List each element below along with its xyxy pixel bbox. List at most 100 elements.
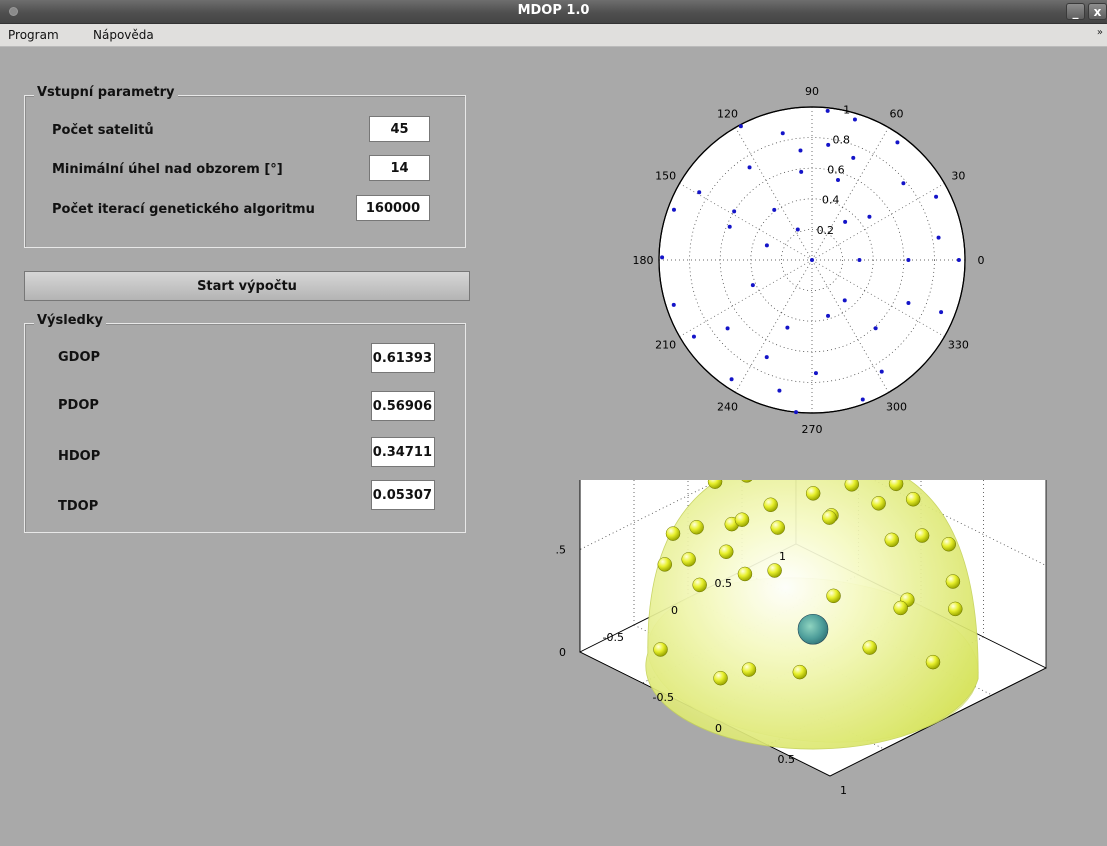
satellite-marker [770, 520, 786, 535]
window-titlebar[interactable]: MDOP 1.0 _ x [0, 0, 1107, 24]
polar-grid-ring [719, 167, 905, 353]
polar-point [906, 258, 911, 262]
polar-point [813, 371, 818, 376]
polar-point [825, 108, 830, 113]
polar-point [851, 155, 856, 160]
polar-grid-spoke [735, 259, 813, 393]
polar-sky-plot: 0 30 60 90 120 150 180 210 240 270 300 330 0.2 0.4 0.6… [633, 85, 985, 436]
menu-overflow-icon[interactable]: » [1096, 27, 1103, 38]
polar-grid-spoke [811, 259, 889, 393]
polar-point [879, 369, 884, 374]
polar-point [697, 190, 702, 195]
satellite-marker [893, 600, 908, 616]
polar-angle-label: 300 [886, 400, 907, 413]
polar-point [691, 334, 696, 339]
satellite-marker [763, 497, 778, 513]
polar-angle-label: 240 [717, 400, 738, 413]
y-tick-label: -0.5 [603, 631, 624, 644]
polar-point [738, 124, 743, 129]
start-calculation-button[interactable]: Start výpočtu [24, 271, 470, 301]
pdop-label: PDOP [58, 398, 99, 413]
min-elevation-label: Minimální úhel nad obzorem [°] [52, 162, 283, 177]
polar-point [725, 326, 730, 331]
polar-radius-label: 1 [843, 103, 850, 116]
menu-bar: Program Nápověda » [0, 24, 1107, 47]
polar-grid-spoke [811, 183, 945, 261]
iterations-label: Počet iterací genetického algoritmu [52, 202, 315, 217]
polar-point [772, 207, 777, 212]
polar-point [798, 148, 803, 153]
polar-angle-label: 120 [717, 108, 738, 121]
satellite-marker [822, 510, 837, 525]
polar-point [842, 298, 847, 303]
polar-angle-label: 30 [951, 170, 965, 183]
satellite-marker [826, 588, 841, 604]
x-tick-label: 0 [715, 722, 722, 735]
polar-outline [658, 106, 966, 414]
polar-angle-label: 0 [978, 254, 985, 267]
polar-angle-label: 180 [633, 254, 654, 267]
polar-point [671, 207, 676, 212]
satellite-marker [862, 640, 877, 655]
polar-point [795, 227, 800, 232]
x-tick-label: 1 [840, 784, 847, 797]
polar-point [780, 131, 785, 136]
polar-grid-spoke [735, 127, 813, 261]
polar-grid-spoke [811, 259, 945, 337]
tdop-value[interactable] [371, 480, 435, 510]
z-tick-label: 0 [559, 646, 566, 659]
satellite-marker [948, 601, 963, 617]
polar-radius-label: 0.6 [827, 164, 845, 177]
grid-line [872, 480, 1047, 566]
satellite-marker [681, 552, 696, 567]
polar-point [727, 224, 732, 229]
polar-point [810, 258, 814, 262]
polar-point [785, 325, 790, 330]
hemisphere-3d-plot: 00.51-0.500.51-0.500.51 [555, 480, 1047, 797]
satellite-marker [805, 486, 821, 501]
satellite-marker [884, 532, 899, 548]
polar-point [732, 209, 737, 214]
polar-point [843, 219, 848, 224]
satellite-marker [692, 577, 707, 593]
satellite-marker [734, 512, 750, 527]
menu-help[interactable]: Nápověda [93, 28, 154, 42]
satellite-marker [871, 496, 886, 511]
minimize-button[interactable]: _ [1066, 3, 1085, 20]
iterations-field[interactable] [356, 195, 430, 221]
gdop-value[interactable] [371, 343, 435, 373]
satellite-count-field[interactable] [369, 116, 430, 142]
satellite-marker [905, 492, 921, 507]
polar-point [750, 283, 755, 288]
x-tick-label: 0.5 [778, 753, 796, 766]
satellite-count-label: Počet satelitů [52, 123, 154, 138]
polar-radius-label: 0.8 [833, 133, 851, 146]
polar-point [794, 410, 799, 415]
polar-point [934, 194, 939, 199]
polar-angle-label: 330 [948, 339, 969, 352]
hdop-value[interactable] [371, 437, 435, 467]
satellite-marker [925, 654, 941, 670]
polar-point [826, 313, 831, 318]
satellite-marker [737, 566, 753, 582]
polar-radius-label: 0.2 [817, 224, 835, 237]
window-menu-icon[interactable] [9, 7, 18, 16]
satellite-marker [767, 563, 782, 578]
polar-grid-ring [689, 137, 935, 383]
min-elevation-field[interactable] [369, 155, 430, 181]
polar-point [906, 300, 911, 305]
pdop-value[interactable] [371, 391, 435, 421]
satellite-marker [914, 528, 930, 543]
satellite-marker [707, 480, 723, 489]
y-tick-label: 0 [671, 604, 678, 617]
close-button[interactable]: x [1088, 3, 1107, 20]
polar-point [939, 310, 944, 315]
tdop-label: TDOP [58, 499, 99, 514]
menu-program[interactable]: Program [8, 28, 59, 42]
polar-grid-ring [781, 229, 843, 291]
polar-point [956, 258, 961, 262]
polar-point [660, 255, 665, 260]
satellite-marker [689, 520, 704, 535]
window-title: MDOP 1.0 [517, 3, 590, 18]
polar-angle-label: 210 [655, 339, 676, 352]
